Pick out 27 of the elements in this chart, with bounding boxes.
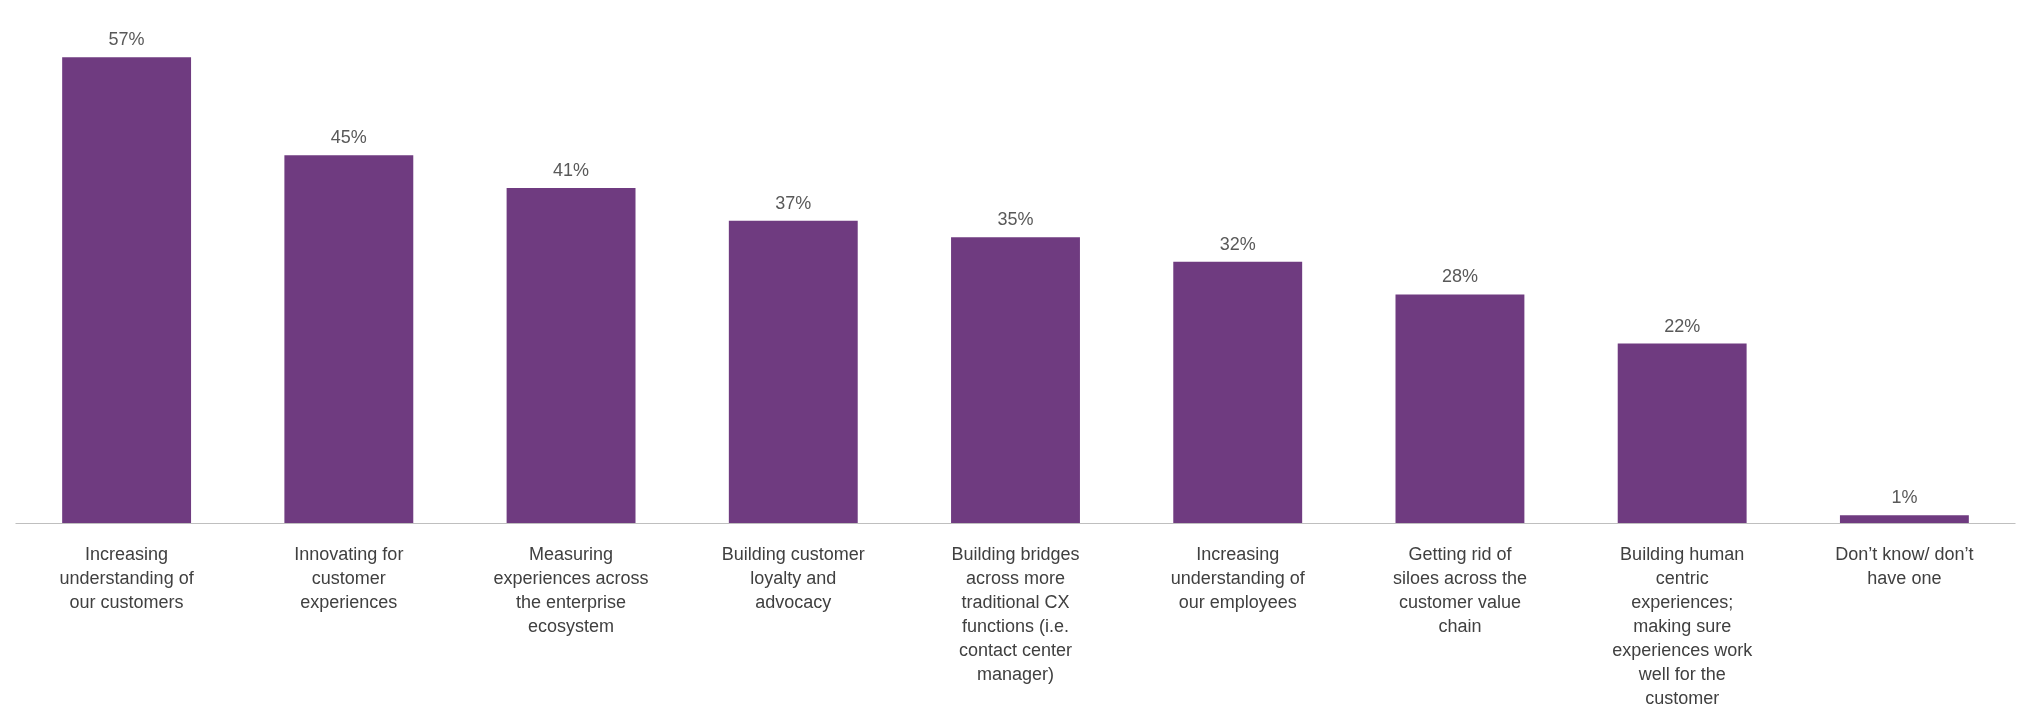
x-tick-label: Don’t know/ don’t have one (1835, 543, 1974, 588)
bar (1173, 261, 1303, 524)
data-label: 41% (553, 160, 590, 181)
x-tick-label: Building bridges across more traditional CX functions (i.e. contact center manager) (951, 543, 1080, 684)
x-tick-label: Getting rid of siloes across the customer value chain (1392, 543, 1527, 636)
data-label: 37% (775, 192, 812, 213)
x-tick-label: Increasing understanding of our employees (1170, 543, 1306, 612)
bar (728, 220, 858, 524)
bar (1839, 515, 1969, 524)
data-label: 57% (108, 29, 145, 50)
x-tick-label: Increasing understanding of our customers (59, 543, 195, 612)
x-tick-label: Innovating for customer experiences (294, 543, 404, 612)
bar (62, 57, 192, 524)
bar (1395, 294, 1525, 524)
bar (284, 155, 414, 524)
x-tick-label: Building customer loyalty and advocacy (721, 543, 865, 612)
x-tick-label: Measuring experiences across the enterprise ecosystem (493, 543, 649, 636)
data-label: 22% (1664, 315, 1701, 336)
bar (951, 237, 1080, 524)
data-label: 28% (1441, 266, 1478, 287)
data-label: 45% (330, 127, 367, 148)
data-label: 35% (997, 209, 1034, 230)
bar (506, 188, 636, 524)
x-tick-label: Building human centric experiences; making sure experiences work well for the customer (1612, 543, 1754, 708)
data-label: 32% (1219, 233, 1256, 254)
data-label: 1% (1891, 487, 1918, 508)
bar (1617, 343, 1747, 524)
